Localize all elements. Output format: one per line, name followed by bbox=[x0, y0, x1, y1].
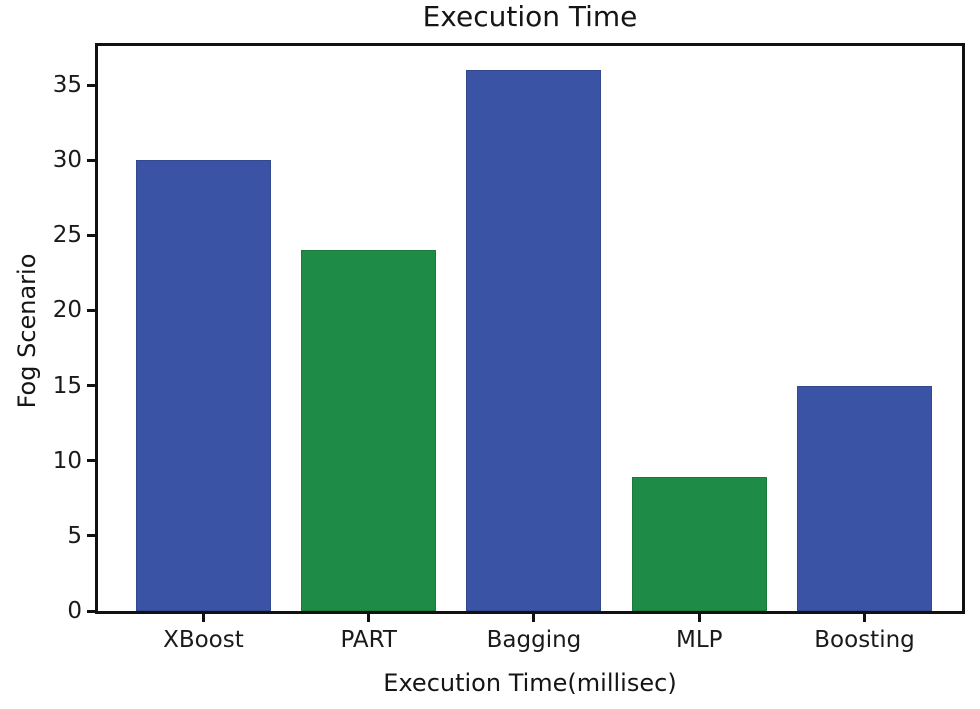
y-tick-mark bbox=[87, 384, 95, 388]
x-tick-label-boosting: Boosting bbox=[814, 627, 915, 653]
y-tick-mark bbox=[87, 233, 95, 237]
bar-boosting bbox=[797, 385, 933, 611]
y-tick-label: 35 bbox=[52, 72, 82, 99]
chart-title: Execution Time bbox=[422, 0, 638, 33]
x-tick-mark bbox=[697, 614, 701, 622]
y-tick-mark bbox=[87, 534, 95, 538]
x-tick-mark bbox=[367, 614, 371, 622]
y-tick-mark bbox=[87, 158, 95, 162]
y-tick-label: 25 bbox=[52, 222, 82, 249]
bar-xboost bbox=[135, 160, 271, 611]
x-tick-label-bagging: Bagging bbox=[486, 627, 582, 653]
bar-mlp bbox=[631, 477, 767, 611]
bar-part bbox=[301, 250, 437, 611]
x-tick-label-part: PART bbox=[340, 627, 397, 653]
bar-bagging bbox=[466, 70, 602, 611]
y-tick-mark bbox=[87, 308, 95, 312]
y-tick-label: 20 bbox=[52, 297, 82, 324]
x-tick-mark bbox=[532, 614, 536, 622]
x-tick-label-xboost: XBoost bbox=[163, 627, 244, 653]
y-tick-mark bbox=[87, 83, 95, 87]
plot-area: 0 5 10 15 20 25 30 35 XBoost PART Bagging MLP Boosti… bbox=[53, 43, 965, 652]
x-tick-mark bbox=[201, 614, 205, 622]
x-axis-label: Execution Time(millisec) bbox=[383, 669, 677, 697]
y-tick-label: 0 bbox=[67, 598, 82, 624]
y-tick-label: 30 bbox=[52, 147, 82, 174]
y-tick-label: 10 bbox=[52, 447, 82, 474]
x-tick-label-mlp: MLP bbox=[675, 627, 723, 653]
y-tick-mark bbox=[87, 609, 95, 613]
x-tick-mark bbox=[863, 614, 867, 622]
y-tick-label: 15 bbox=[52, 372, 82, 399]
y-tick-mark bbox=[87, 459, 95, 463]
y-tick-label: 5 bbox=[67, 522, 82, 549]
